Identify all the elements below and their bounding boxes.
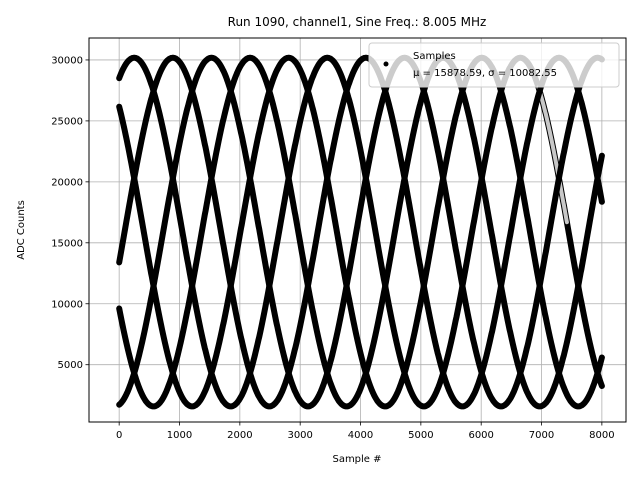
chart-title: Run 1090, channel1, Sine Freq.: 8.005 MH… <box>228 15 487 29</box>
x-tick-label: 1000 <box>167 430 192 441</box>
y-tick-label: 20000 <box>51 177 83 188</box>
x-tick-label: 0 <box>116 430 122 441</box>
y-axis-label: ADC Counts <box>16 200 27 260</box>
y-tick-label: 25000 <box>51 116 83 127</box>
y-tick-label: 15000 <box>51 238 83 249</box>
plot-frame <box>88 37 627 423</box>
legend: Samples μ = 15878.59, σ = 10082.55 <box>368 42 620 88</box>
x-tick-label: 5000 <box>408 430 433 441</box>
y-tick-label: 10000 <box>51 299 83 310</box>
y-tick-label: 30000 <box>51 55 83 66</box>
x-tick-label: 6000 <box>468 430 493 441</box>
x-tick-label: 8000 <box>589 430 614 441</box>
x-tick-label: 7000 <box>529 430 554 441</box>
data-series <box>116 54 605 410</box>
x-tick-label: 4000 <box>348 430 373 441</box>
legend-marker <box>383 61 389 67</box>
x-tick-label: 3000 <box>287 430 312 441</box>
x-tick-label: 2000 <box>227 430 252 441</box>
legend-title: Samples <box>413 51 456 62</box>
ticks: 0 1000 2000 3000 4000 5000 6000 7000 8000 5000 100… <box>51 55 614 441</box>
y-tick-label: 5000 <box>58 360 83 371</box>
x-axis-label: Sample # <box>332 454 381 465</box>
series-trace-5 <box>116 54 605 410</box>
legend-entry: μ = 15878.59, σ = 10082.55 <box>413 68 557 79</box>
series-highlight-segment <box>536 85 569 225</box>
legend-box <box>368 42 620 88</box>
series-trace-4 <box>116 54 605 410</box>
